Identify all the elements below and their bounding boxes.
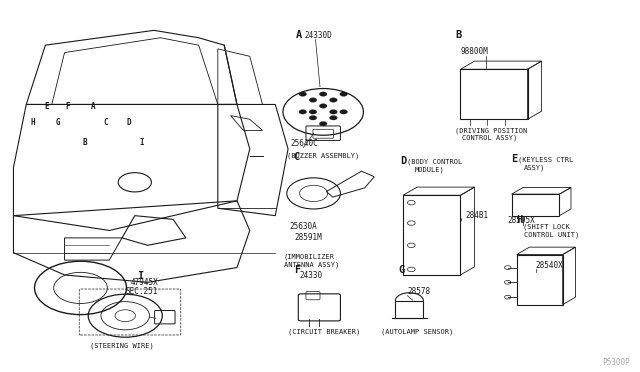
Text: G: G	[56, 118, 61, 127]
Circle shape	[299, 110, 307, 114]
Text: 47945X: 47945X	[131, 278, 158, 287]
Circle shape	[330, 116, 337, 120]
Text: 28578: 28578	[408, 287, 431, 296]
Text: B: B	[456, 30, 461, 40]
Circle shape	[340, 110, 348, 114]
Text: P5300P: P5300P	[602, 358, 630, 367]
Circle shape	[309, 116, 317, 120]
Text: D: D	[400, 156, 406, 166]
Text: C: C	[104, 118, 108, 127]
Text: 98800M: 98800M	[461, 48, 488, 57]
Text: CONTROL ASSY): CONTROL ASSY)	[462, 135, 517, 141]
Text: E: E	[511, 154, 518, 164]
Circle shape	[319, 92, 327, 96]
Circle shape	[319, 122, 327, 126]
Circle shape	[330, 98, 337, 102]
Circle shape	[330, 110, 337, 114]
Text: 25630A: 25630A	[289, 222, 317, 231]
Text: SEC.251: SEC.251	[125, 287, 157, 296]
Circle shape	[309, 98, 317, 102]
Text: (DRIVING POSITION: (DRIVING POSITION	[456, 127, 527, 134]
Text: 25640C: 25640C	[290, 139, 317, 148]
Text: 28540X: 28540X	[536, 260, 564, 270]
Text: I: I	[137, 271, 143, 280]
Text: 28595X: 28595X	[507, 216, 535, 225]
Text: (IMMOBILIZER: (IMMOBILIZER	[284, 253, 335, 260]
Text: MODULE): MODULE)	[415, 167, 444, 173]
Text: F: F	[294, 265, 301, 275]
Text: (BUZZER ASSEMBLY): (BUZZER ASSEMBLY)	[287, 152, 359, 158]
Text: G: G	[398, 265, 404, 275]
Text: CONTROL UNIT): CONTROL UNIT)	[524, 232, 580, 238]
Text: 24330D: 24330D	[304, 31, 332, 40]
Circle shape	[319, 104, 327, 108]
Text: ASSY): ASSY)	[524, 164, 546, 171]
Text: (AUTOLAMP SENSOR): (AUTOLAMP SENSOR)	[381, 328, 453, 335]
Text: (CIRCUIT BREAKER): (CIRCUIT BREAKER)	[288, 328, 360, 335]
Text: D: D	[126, 119, 131, 128]
Text: F: F	[65, 102, 70, 111]
Text: C: C	[293, 152, 300, 162]
Text: B: B	[83, 138, 87, 147]
Text: (KEYLESS CTRL: (KEYLESS CTRL	[518, 157, 573, 163]
Text: H: H	[30, 118, 35, 127]
Circle shape	[299, 92, 307, 96]
Circle shape	[340, 92, 348, 96]
Text: (SHIFT LOCK: (SHIFT LOCK	[523, 224, 570, 230]
Text: 284B1: 284B1	[466, 211, 489, 219]
Text: ANTENNA ASSY): ANTENNA ASSY)	[284, 262, 339, 268]
Text: H: H	[516, 215, 523, 225]
Text: E: E	[44, 102, 49, 111]
Text: 28591M: 28591M	[294, 233, 322, 242]
Text: (STEERING WIRE): (STEERING WIRE)	[90, 343, 154, 349]
Text: 24330: 24330	[300, 271, 323, 280]
Circle shape	[309, 110, 317, 114]
Text: A: A	[296, 30, 302, 40]
Text: (BODY CONTROL: (BODY CONTROL	[408, 159, 463, 165]
Text: I: I	[139, 138, 143, 147]
Text: A: A	[91, 102, 95, 111]
